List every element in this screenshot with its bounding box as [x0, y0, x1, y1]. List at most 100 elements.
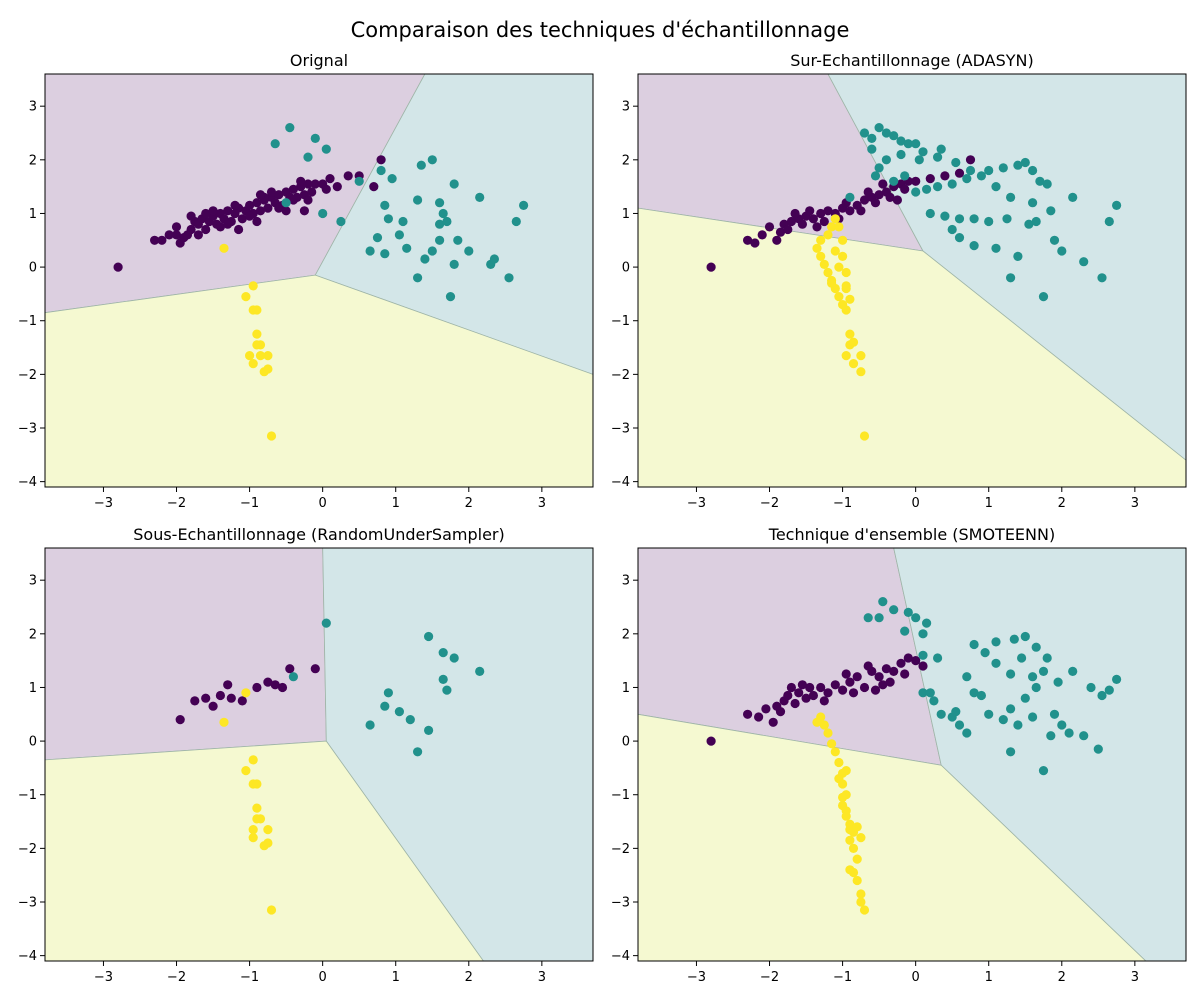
scatter-point-class-0: [881, 664, 892, 674]
scatter-point-class-2: [834, 774, 844, 784]
scatter-point-class-2: [856, 833, 866, 843]
x-tick-label: 1: [392, 496, 400, 511]
scatter-point-class-1: [1097, 690, 1107, 701]
scatter-point-class-0: [750, 238, 760, 248]
scatter-point-class-0: [706, 262, 716, 272]
y-tick-label: −1: [18, 314, 37, 329]
scatter-point-class-0: [255, 190, 266, 200]
scatter-point-class-1: [889, 605, 899, 615]
scatter-point-class-0: [193, 230, 203, 240]
scatter-point-class-1: [453, 235, 463, 245]
x-tick-label: 0: [319, 496, 327, 511]
scatter-point-class-1: [435, 235, 445, 245]
scatter-point-class-0: [270, 680, 280, 690]
scatter-point-class-2: [848, 359, 859, 369]
scatter-point-class-0: [186, 211, 196, 221]
scatter-point-class-2: [252, 305, 262, 315]
scatter-point-class-1: [991, 182, 1001, 192]
scatter-point-class-1: [969, 214, 979, 224]
scatter-point-class-2: [841, 351, 851, 361]
scatter-point-class-1: [1046, 731, 1056, 741]
scatter-point-class-0: [794, 688, 804, 698]
scatter-point-class-1: [925, 688, 935, 698]
scatter-point-class-1: [947, 224, 957, 235]
scatter-point-class-2: [248, 359, 258, 369]
y-tick-label: −2: [18, 842, 37, 857]
scatter-point-class-2: [841, 766, 851, 776]
scatter-point-class-0: [201, 224, 211, 235]
x-tick-label: −1: [240, 970, 259, 985]
scatter-point-class-1: [962, 728, 972, 738]
scatter-point-class-2: [255, 814, 266, 824]
scatter-point-class-0: [768, 717, 778, 727]
scatter-point-class-2: [841, 806, 851, 816]
scatter-point-class-1: [954, 214, 965, 224]
scatter-point-class-1: [922, 618, 932, 628]
scatter-point-class-2: [838, 251, 848, 261]
scatter-point-class-0: [215, 222, 225, 232]
scatter-point-class-1: [519, 200, 529, 210]
scatter-point-class-1: [1086, 682, 1096, 693]
scatter-point-class-0: [816, 682, 826, 693]
scatter-point-class-1: [911, 613, 921, 623]
scatter-point-class-0: [845, 677, 855, 687]
x-tick-label: −2: [760, 496, 779, 511]
scatter-point-class-0: [307, 187, 317, 197]
plot-area: [45, 74, 593, 487]
scatter-point-class-2: [856, 351, 866, 361]
scatter-point-class-1: [1064, 728, 1074, 738]
scatter-point-class-0: [761, 704, 771, 714]
scatter-point-class-1: [1028, 712, 1038, 722]
scatter-point-class-0: [841, 669, 851, 679]
subplot-2: −3 −2 −1 0 1 2 3 −4 −3 −2 −1 0 1 2 3 Sur-Echantillonnag…: [611, 51, 1187, 511]
scatter-point-class-1: [1013, 251, 1023, 261]
scatter-point-class-2: [856, 889, 866, 899]
scatter-point-class-0: [201, 693, 211, 703]
scatter-point-class-2: [834, 222, 844, 232]
scatter-point-class-1: [936, 144, 946, 154]
scatter-point-class-1: [845, 192, 855, 202]
scatter-point-class-0: [772, 235, 782, 245]
scatter-point-class-2: [219, 717, 229, 727]
scatter-point-class-1: [438, 208, 448, 219]
scatter-point-class-0: [245, 211, 255, 221]
scatter-point-class-1: [354, 176, 364, 186]
scatter-point-class-1: [969, 639, 979, 650]
scatter-point-class-1: [383, 688, 393, 698]
y-tick-label: 0: [622, 735, 630, 750]
x-tick-label: 1: [985, 496, 993, 511]
scatter-point-class-1: [914, 155, 924, 165]
axes-frame: [44, 547, 594, 962]
scatter-point-class-0: [274, 203, 284, 213]
scatter-point-class-0: [266, 187, 277, 197]
scatter-point-class-1: [318, 208, 328, 219]
scatter-point-class-0: [786, 682, 797, 693]
y-tick-label: 3: [622, 100, 630, 115]
scatter-point-class-0: [808, 690, 819, 701]
scatter-point-class-0: [208, 206, 218, 216]
scatter-point-class-0: [808, 214, 819, 224]
scatter-point-class-0: [757, 230, 767, 240]
scatter-point-class-2: [852, 875, 862, 886]
scatter-point-class-1: [285, 123, 295, 133]
scatter-point-class-2: [827, 739, 837, 749]
figure-suptitle: Comparaison des techniques d'échantillon…: [351, 18, 850, 42]
scatter-point-class-1: [413, 273, 423, 283]
y-tick-label: 3: [29, 100, 37, 115]
scatter-point-class-1: [859, 128, 870, 138]
scatter-point-class-2: [819, 720, 829, 730]
scatter-point-class-2: [248, 281, 258, 291]
scatter-point-class-1: [991, 243, 1001, 253]
plot-area: [45, 548, 593, 961]
scatter-point-class-1: [1031, 216, 1041, 227]
scatter-point-class-1: [1068, 666, 1078, 677]
scatter-point-class-2: [252, 803, 262, 813]
scatter-point-class-1: [1053, 677, 1063, 687]
scatter-point-class-0: [823, 688, 833, 698]
scatter-point-class-2: [848, 337, 859, 347]
scatter-point-class-1: [1057, 246, 1067, 256]
scatter-point-class-2: [830, 246, 840, 256]
subplot-title: Orignal: [290, 51, 348, 70]
scatter-point-class-1: [1002, 214, 1012, 224]
scatter-point-class-0: [113, 262, 123, 272]
